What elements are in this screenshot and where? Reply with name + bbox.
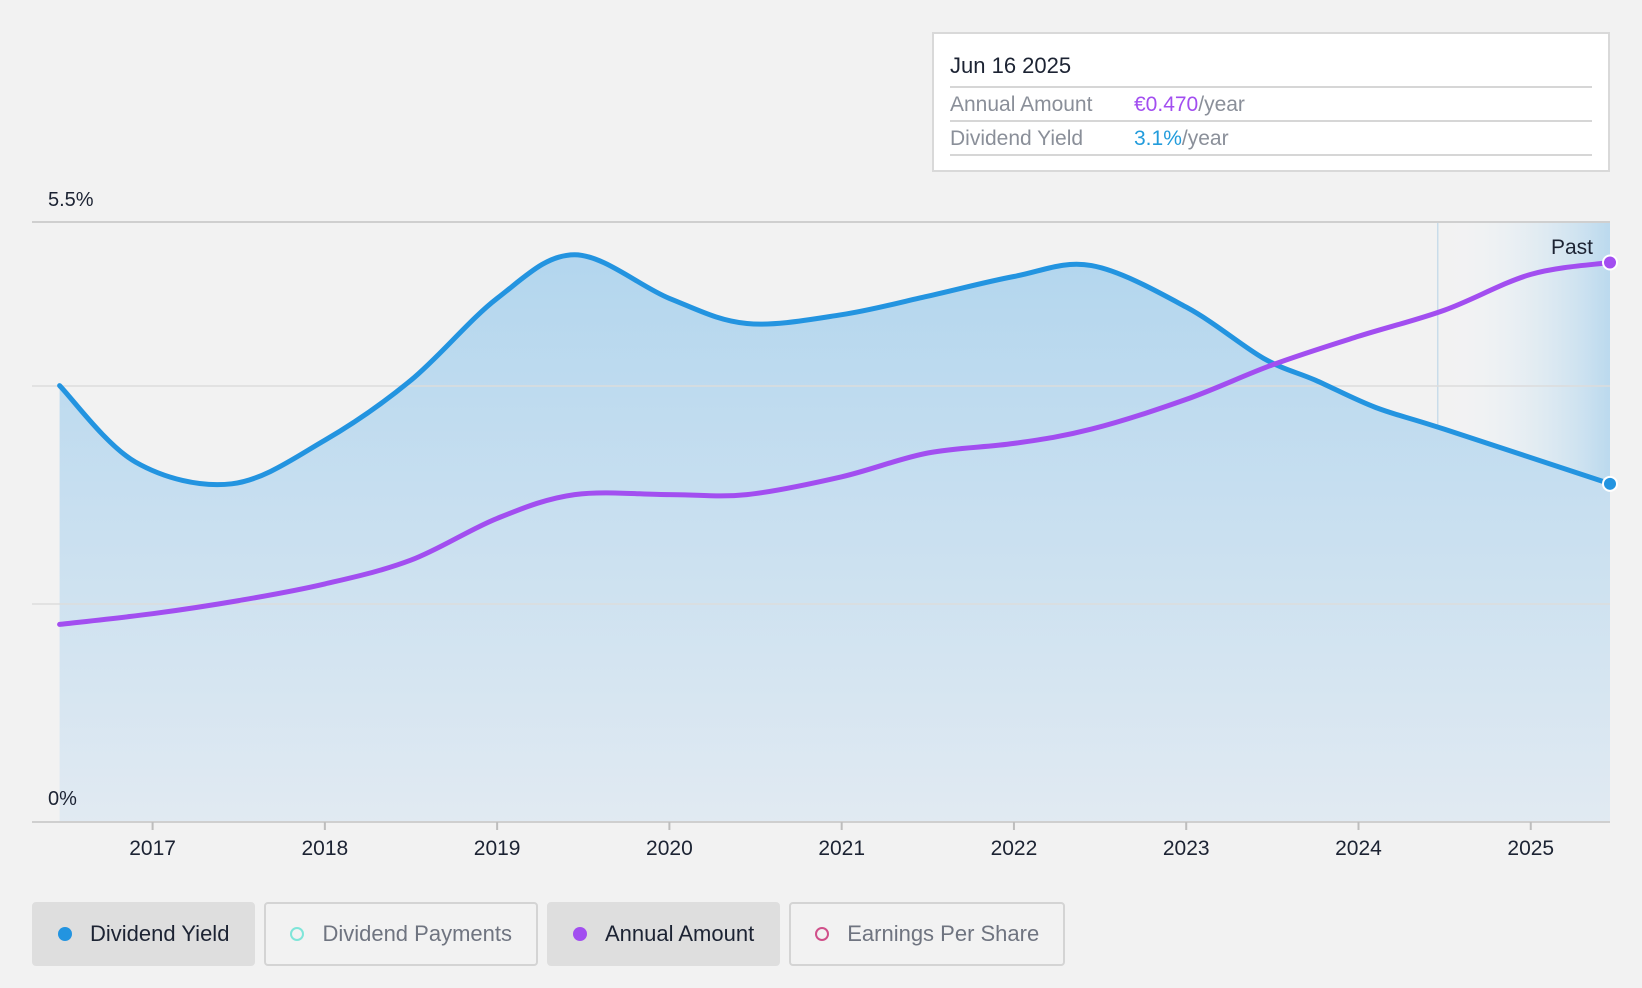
tooltip-date: Jun 16 2025 — [950, 52, 1592, 88]
legend-annual-amount-button[interactable]: Annual Amount — [546, 902, 781, 966]
x-tick-label: 2023 — [1163, 837, 1210, 860]
tooltip-unit: /year — [1198, 93, 1245, 116]
legend-label: Dividend Yield — [90, 921, 230, 946]
legend-dividend-yield-button[interactable]: Dividend Yield — [32, 902, 256, 966]
annual-amount-end-marker[interactable] — [1602, 254, 1618, 271]
legend-dividend-payments-button[interactable]: Dividend Payments — [264, 902, 538, 966]
dividend-yield-dot-icon — [58, 927, 72, 941]
x-tick-label: 2024 — [1335, 837, 1382, 860]
x-axis-ticks: 2017 2018 2019 2020 2021 2022 2023 2024 2025 — [129, 822, 1554, 860]
past-label: Past — [1551, 236, 1593, 259]
legend-label: Dividend Payments — [322, 921, 512, 946]
tooltip: Jun 16 2025 Annual Amount €0.470 /year D… — [932, 32, 1610, 172]
x-tick-label: 2019 — [474, 837, 521, 860]
x-tick-label: 2018 — [302, 837, 349, 860]
tooltip-value: €0.470 — [1134, 93, 1199, 116]
y-label-top: 5.5% — [48, 189, 94, 211]
legend-earnings-per-share-button[interactable]: Earnings Per Share — [789, 902, 1066, 966]
tooltip-row-annual-amount: Annual Amount €0.470 /year — [950, 88, 1592, 122]
x-tick-label: 2022 — [991, 837, 1038, 860]
y-label-bottom: 0% — [48, 788, 77, 810]
tooltip-row-dividend-yield: Dividend Yield 3.1% /year — [950, 122, 1592, 156]
x-tick-label: 2017 — [129, 837, 176, 860]
x-tick-label: 2025 — [1507, 837, 1554, 860]
legend-label: Earnings Per Share — [847, 921, 1040, 946]
legend-label: Annual Amount — [604, 921, 755, 946]
tooltip-unit: /year — [1181, 127, 1229, 150]
tooltip-label: Dividend Yield — [950, 127, 1084, 150]
dividend-payments-ring-icon — [290, 927, 305, 941]
annual-amount-line — [57, 260, 1613, 627]
annual-amount-dot-icon — [572, 927, 587, 941]
tooltip-value: 3.1% — [1134, 127, 1182, 150]
legend: Dividend Yield Dividend Payments Annual … — [32, 902, 1066, 966]
tooltip-label: Annual Amount — [950, 93, 1093, 116]
dividend-yield-end-marker[interactable] — [1602, 475, 1618, 492]
dividend-yield-line — [57, 252, 1613, 488]
dividend-yield-area — [59, 254, 1611, 822]
x-tick-label: 2020 — [646, 837, 693, 860]
dividend-chart: 5.5% 0% Past 2017 2018 2019 2020 2021 2022 202… — [32, 189, 1618, 860]
x-tick-label: 2021 — [818, 837, 865, 860]
earnings-per-share-ring-icon — [815, 927, 830, 941]
